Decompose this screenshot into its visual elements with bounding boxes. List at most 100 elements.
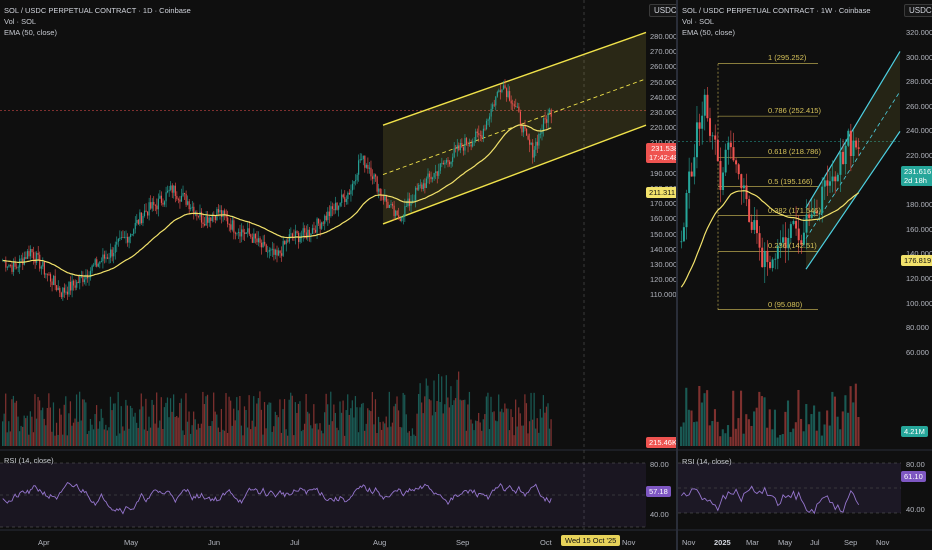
volume-bar [296, 412, 298, 446]
channel-upper-line [382, 31, 647, 126]
candle-body [83, 279, 85, 283]
volume-bar [391, 422, 394, 446]
volume-bar [116, 435, 118, 446]
candle-body [512, 103, 514, 105]
volume-bar [467, 404, 469, 446]
candle-body [708, 118, 712, 136]
volume-bar [57, 434, 59, 446]
volume-bar [711, 421, 714, 446]
candle-body [405, 206, 407, 207]
volume-bar [726, 425, 730, 446]
candle-body [66, 291, 69, 295]
candle-body [385, 195, 387, 202]
volume-bar [729, 436, 732, 446]
candle-body [302, 228, 304, 236]
volume-bar [86, 434, 88, 446]
candle-body [271, 248, 273, 250]
weekly-chart-canvas[interactable] [678, 0, 932, 550]
volume-bar [333, 404, 335, 446]
volume-bar [350, 408, 352, 446]
volume-bar [171, 411, 173, 446]
volume-bar [507, 408, 509, 446]
weekly-time-label: Mar [746, 538, 759, 547]
candle-body [331, 206, 334, 209]
volume-bar [470, 419, 472, 446]
candle-body [465, 138, 468, 145]
volume-bar [122, 426, 124, 446]
daily-volume-legend[interactable]: Vol · SOL [4, 17, 37, 26]
candle-body [399, 218, 401, 222]
volume-bar [747, 419, 750, 446]
weekly-currency-button[interactable]: USDC [904, 4, 932, 17]
candle-body [836, 174, 839, 182]
candle-body [205, 216, 207, 226]
candle-body [682, 227, 685, 242]
candle-body [375, 174, 377, 177]
daily-ema-legend[interactable]: EMA (50, close) [4, 28, 57, 37]
volume-bar [846, 412, 850, 446]
volume-bar [25, 418, 27, 446]
daily-chart-canvas[interactable] [0, 0, 676, 550]
volume-bar [91, 424, 93, 446]
volume-bar [100, 408, 102, 446]
volume-bar [74, 418, 76, 446]
candle-body [311, 228, 314, 234]
candle-body [857, 147, 860, 149]
weekly-symbol-title[interactable]: SOL / USDC PERPETUAL CONTRACT · 1W · Coi… [682, 6, 871, 15]
candle-body [546, 119, 548, 123]
rsi-band [678, 463, 901, 513]
pane-divider[interactable] [676, 0, 678, 550]
daily-currency-button[interactable]: USDC [649, 4, 676, 17]
volume-bar [114, 403, 116, 446]
volume-bar [182, 430, 184, 446]
candle-body [358, 160, 360, 175]
daily-chart-pane[interactable]: SOL / USDC PERPETUAL CONTRACT · 1D · Coi… [0, 0, 676, 550]
candle-body [265, 244, 267, 252]
daily-symbol-title[interactable]: SOL / USDC PERPETUAL CONTRACT · 1D · Coi… [4, 6, 191, 15]
volume-bar [380, 429, 383, 446]
volume-bar [136, 422, 138, 446]
volume-bar [685, 387, 688, 446]
weekly-time-label: 2025 [714, 538, 731, 547]
candle-body [813, 211, 816, 215]
volume-bar [71, 425, 73, 446]
candle-body [277, 250, 280, 256]
candle-body [484, 128, 486, 130]
volume-bar [424, 396, 426, 446]
candle-body [222, 210, 224, 218]
volume-bar [364, 430, 366, 446]
weekly-volume-legend[interactable]: Vol · SOL [682, 17, 715, 26]
volume-bar [213, 392, 215, 446]
ema-line [2, 124, 552, 277]
candle-body [282, 241, 284, 256]
weekly-rsi-title[interactable]: RSI (14, close) [682, 457, 732, 466]
candle-body [150, 202, 152, 209]
weekly-price-label: 100.000 [906, 298, 932, 308]
volume-bar [805, 404, 808, 446]
volume-bar [72, 422, 75, 446]
candle-body [136, 219, 138, 223]
volume-bar [177, 417, 179, 446]
candle-body [432, 177, 434, 180]
candle-body [151, 201, 153, 209]
volume-bar [713, 409, 717, 446]
volume-bar [396, 396, 398, 446]
volume-bar [807, 424, 810, 446]
candle-body [808, 214, 811, 218]
candle-body [216, 209, 218, 221]
volume-bar [413, 434, 415, 446]
candle-body [45, 273, 47, 275]
weekly-ema-legend[interactable]: EMA (50, close) [682, 28, 735, 37]
volume-bar [384, 423, 386, 446]
volume-bar [191, 425, 193, 446]
volume-bar [773, 409, 777, 446]
candle-body [396, 210, 398, 216]
candle-body [740, 174, 743, 189]
daily-rsi-title[interactable]: RSI (14, close) [4, 456, 54, 465]
candle-body [160, 195, 163, 203]
volume-bar [442, 413, 444, 446]
weekly-chart-pane[interactable]: SOL / USDC PERPETUAL CONTRACT · 1W · Coi… [678, 0, 932, 550]
volume-bar [157, 427, 159, 446]
volume-bar [2, 421, 4, 446]
candle-body [106, 257, 109, 259]
